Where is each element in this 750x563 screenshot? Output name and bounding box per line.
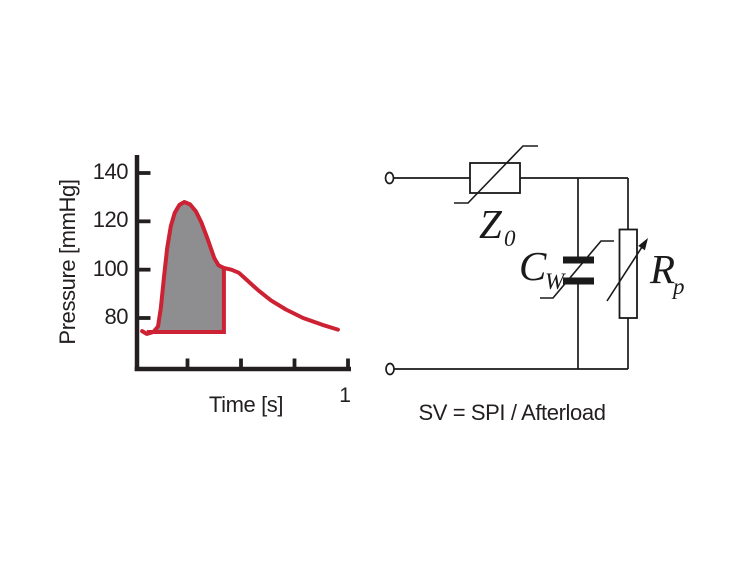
y-tick-label-120: 120 bbox=[92, 207, 129, 232]
impedance-z0-variable-stroke bbox=[454, 145, 538, 204]
arterial-pressure-curve bbox=[140, 200, 340, 336]
y-tick-label-100: 100 bbox=[92, 256, 129, 281]
return-terminal-icon bbox=[385, 362, 395, 376]
label-cw: C bbox=[519, 243, 547, 289]
label-z0-subscript: 0 bbox=[504, 226, 516, 251]
input-terminal-icon bbox=[384, 171, 395, 185]
resistance-rp-arrow-shaft bbox=[606, 246, 643, 302]
circuit-caption: SV = SPI / Afterload bbox=[418, 400, 606, 425]
capacitor-plate-top bbox=[563, 256, 594, 264]
label-z0: Z bbox=[479, 201, 503, 247]
label-rp-subscript: p bbox=[671, 274, 685, 299]
capacitor-variable-stroke bbox=[540, 240, 614, 299]
label-cw-subscript: W bbox=[545, 269, 566, 294]
x-tick-label-1: 1 bbox=[339, 384, 351, 407]
x-axis-title: Time [s] bbox=[208, 392, 284, 417]
y-tick-label-80: 80 bbox=[104, 304, 129, 329]
resistance-rp-arrow-head bbox=[638, 238, 648, 251]
capacitor-plate-bottom bbox=[563, 277, 594, 285]
y-tick-label-140: 140 bbox=[92, 159, 129, 184]
resistance-rp-box bbox=[618, 228, 638, 319]
label-rp: R bbox=[649, 246, 675, 292]
impedance-z0-box bbox=[469, 162, 521, 194]
spi-region-border bbox=[146, 268, 226, 334]
